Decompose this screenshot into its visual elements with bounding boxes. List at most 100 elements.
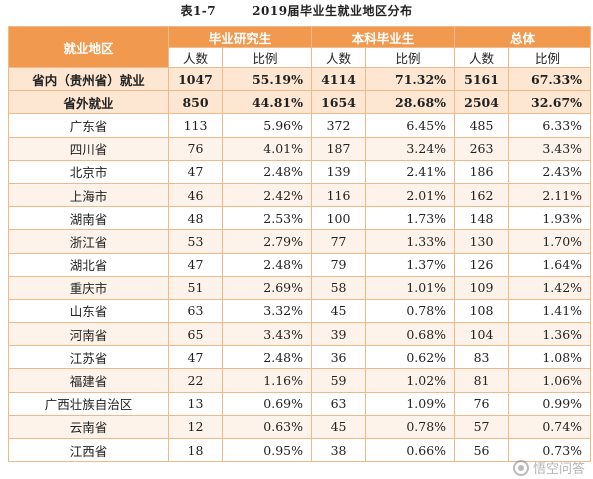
- graduate-ratio-cell: 0.63%: [221, 414, 313, 440]
- graduate-count-cell: 47: [168, 159, 223, 184]
- undergraduate-ratio-cell: 0.68%: [365, 322, 456, 347]
- table-row: 福建省 22 1.16% 59 1.02% 81 1.06%: [8, 368, 592, 393]
- overall-count-cell: 109: [454, 275, 510, 300]
- overall-count-cell: 5161: [454, 66, 510, 92]
- overall-count-header: 人数: [454, 47, 510, 68]
- undergraduate-count-cell: 58: [311, 275, 367, 300]
- overall-count-cell: 57: [454, 414, 510, 440]
- graduate-count-cell: 47: [168, 345, 223, 370]
- graduate-ratio-cell: 2.79%: [221, 229, 313, 254]
- region-cell: 广西壮族自治区: [8, 391, 169, 416]
- overall-ratio-cell: 3.43%: [508, 136, 592, 161]
- graduate-count-cell: 48: [168, 206, 223, 231]
- overall-ratio-cell: 1.41%: [508, 298, 592, 324]
- undergraduate-count-cell: 77: [311, 229, 367, 254]
- table-caption: 2019届毕业生就业地区分布: [252, 4, 413, 18]
- table-row: 省内（贵州省）就业 1047 55.19% 4114 71.32% 5161 67.33%: [8, 66, 592, 92]
- graduate-ratio-cell: 0.95%: [221, 437, 313, 463]
- graduate-count-cell: 76: [168, 136, 223, 161]
- region-cell: 广东省: [8, 113, 169, 138]
- graduate-count-cell: 53: [168, 229, 223, 254]
- undergraduate-count-cell: 36: [311, 345, 367, 370]
- region-cell: 重庆市: [8, 275, 169, 300]
- graduate-count-cell: 113: [168, 113, 223, 138]
- undergraduate-count-cell: 100: [311, 206, 367, 231]
- undergraduate-ratio-cell: 28.68%: [365, 90, 456, 115]
- overall-count-cell: 263: [454, 136, 510, 161]
- watermark-text: 悟空问答: [532, 462, 585, 477]
- graduate-count-cell: 46: [168, 182, 223, 208]
- graduate-ratio-cell: 2.48%: [221, 345, 313, 370]
- overall-ratio-cell: 2.11%: [508, 182, 592, 208]
- undergraduate-count-cell: 372: [311, 113, 367, 138]
- graduate-ratio-cell: 4.01%: [221, 136, 313, 161]
- undergraduate-group-header: 本科毕业生: [311, 26, 456, 48]
- graduate-ratio-cell: 3.32%: [221, 298, 313, 324]
- table-number: 表1-7: [180, 4, 217, 18]
- undergraduate-count-cell: 45: [311, 298, 367, 324]
- graduate-ratio-cell: 0.69%: [221, 391, 313, 416]
- region-cell: 浙江省: [8, 229, 169, 254]
- overall-ratio-cell: 0.73%: [508, 437, 592, 463]
- table-row: 江西省 18 0.95% 38 0.66% 56 0.73%: [8, 437, 592, 463]
- undergraduate-ratio-cell: 1.37%: [365, 252, 456, 277]
- undergraduate-count-cell: 1654: [311, 90, 367, 115]
- table-row: 河南省 65 3.43% 39 0.68% 104 1.36%: [8, 322, 592, 347]
- overall-ratio-cell: 1.08%: [508, 345, 592, 370]
- undergraduate-ratio-cell: 1.73%: [365, 206, 456, 231]
- graduate-ratio-cell: 2.42%: [221, 182, 313, 208]
- undergraduate-ratio-cell: 0.62%: [365, 345, 456, 370]
- region-cell: 湖北省: [8, 252, 169, 277]
- region-cell: 江苏省: [8, 345, 169, 370]
- undergraduate-ratio-cell: 1.09%: [365, 391, 456, 416]
- overall-ratio-cell: 32.67%: [508, 90, 592, 115]
- overall-ratio-header: 比例: [508, 47, 592, 68]
- graduate-count-cell: 63: [168, 298, 223, 324]
- region-cell: 上海市: [8, 182, 169, 208]
- graduate-ratio-header: 比例: [221, 47, 313, 68]
- region-cell: 省内（贵州省）就业: [8, 66, 169, 92]
- region-cell: 四川省: [8, 136, 169, 161]
- overall-count-cell: 162: [454, 182, 510, 208]
- table-row: 省外就业 850 44.81% 1654 28.68% 2504 32.67%: [8, 90, 592, 115]
- graduate-count-cell: 13: [168, 391, 223, 416]
- table-row: 云南省 12 0.63% 45 0.78% 57 0.74%: [8, 414, 592, 440]
- graduate-ratio-cell: 5.96%: [221, 113, 313, 138]
- table-row: 湖南省 48 2.53% 100 1.73% 148 1.93%: [8, 206, 592, 231]
- wukong-logo-icon: [512, 459, 529, 476]
- overall-ratio-cell: 0.74%: [508, 414, 592, 440]
- region-cell: 省外就业: [8, 90, 169, 115]
- graduate-count-header: 人数: [168, 47, 223, 68]
- undergraduate-ratio-cell: 71.32%: [365, 66, 456, 92]
- graduate-count-cell: 12: [168, 414, 223, 440]
- watermark: 悟空问答: [512, 458, 585, 477]
- undergraduate-ratio-cell: 2.01%: [365, 182, 456, 208]
- undergraduate-count-cell: 79: [311, 252, 367, 277]
- graduate-ratio-cell: 44.81%: [221, 90, 313, 115]
- undergraduate-ratio-cell: 1.02%: [365, 368, 456, 393]
- undergraduate-count-cell: 116: [311, 182, 367, 208]
- undergraduate-count-header: 人数: [311, 47, 367, 68]
- undergraduate-count-cell: 63: [311, 391, 367, 416]
- table-row: 重庆市 51 2.69% 58 1.01% 109 1.42%: [8, 275, 592, 300]
- overall-count-cell: 108: [454, 298, 510, 324]
- overall-ratio-cell: 6.33%: [508, 113, 592, 138]
- overall-ratio-cell: 67.33%: [508, 66, 592, 92]
- overall-count-cell: 76: [454, 391, 510, 416]
- overall-count-cell: 81: [454, 368, 510, 393]
- overall-group-header: 总体: [454, 26, 592, 48]
- overall-ratio-cell: 1.42%: [508, 275, 592, 300]
- employment-region-table: 就业地区 毕业研究生 本科毕业生 总体 人数 比例 人数 比例 人数 比例 省内…: [8, 26, 592, 463]
- table-row: 广西壮族自治区 13 0.69% 63 1.09% 76 0.99%: [8, 391, 592, 416]
- graduate-ratio-cell: 3.43%: [221, 322, 313, 347]
- overall-count-cell: 104: [454, 322, 510, 347]
- overall-ratio-cell: 2.43%: [508, 159, 592, 184]
- overall-ratio-cell: 1.93%: [508, 206, 592, 231]
- table-row: 浙江省 53 2.79% 77 1.33% 130 1.70%: [8, 229, 592, 254]
- graduate-count-cell: 65: [168, 322, 223, 347]
- undergraduate-ratio-cell: 1.01%: [365, 275, 456, 300]
- graduate-count-cell: 850: [168, 90, 223, 115]
- undergraduate-count-cell: 139: [311, 159, 367, 184]
- graduate-count-cell: 1047: [168, 66, 223, 92]
- overall-count-cell: 126: [454, 252, 510, 277]
